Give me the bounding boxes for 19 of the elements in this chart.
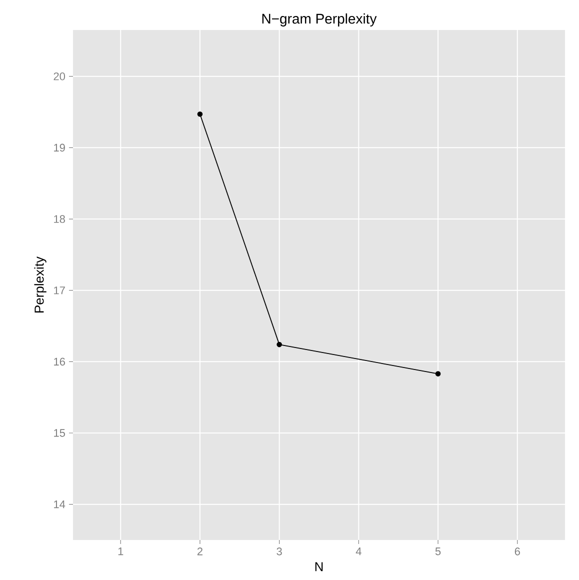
y-axis-title: Perplexity bbox=[34, 256, 46, 312]
y-tick-label: 16 bbox=[54, 358, 65, 366]
x-tick-label: 4 bbox=[356, 548, 362, 556]
x-tick-label: 6 bbox=[514, 548, 520, 556]
y-tick-label: 17 bbox=[54, 286, 65, 294]
x-tick-label: 3 bbox=[276, 548, 282, 556]
y-tick-label: 14 bbox=[54, 500, 66, 508]
point bbox=[197, 112, 203, 117]
y-tick-label: 19 bbox=[54, 144, 65, 152]
x-axis-title: N bbox=[315, 562, 323, 572]
y-tick-label: 15 bbox=[54, 429, 65, 437]
x-tick-label: 1 bbox=[118, 548, 124, 556]
y-tick-label: 18 bbox=[54, 215, 65, 223]
point bbox=[276, 342, 282, 348]
x-tick-label: 5 bbox=[435, 548, 441, 556]
y-tick-label: 20 bbox=[54, 72, 66, 80]
x-tick-label: 2 bbox=[197, 548, 202, 556]
point bbox=[435, 371, 441, 376]
chart-title: N−gram Perplexity bbox=[262, 13, 377, 26]
